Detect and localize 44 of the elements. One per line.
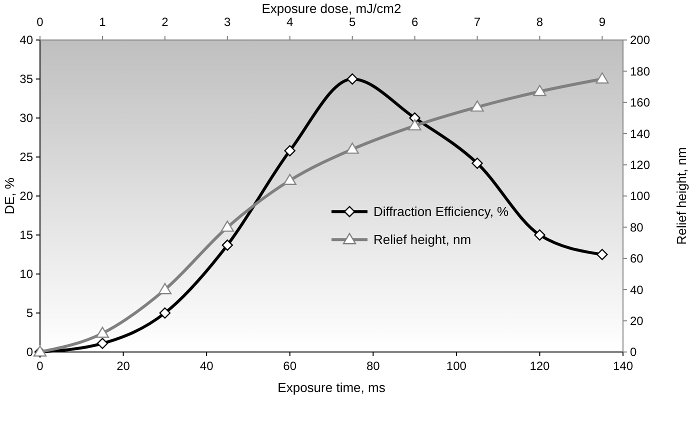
y2-tick-label: 0 [630, 345, 637, 360]
x2-axis-title: Exposure dose, mJ/cm2 [262, 1, 402, 16]
x-tick-label: 120 [530, 359, 550, 373]
x-tick-label: 80 [366, 359, 380, 373]
x2-tick-label: 7 [474, 15, 481, 29]
y2-tick-label: 160 [630, 96, 650, 110]
x-tick-label: 140 [612, 359, 634, 373]
x2-tick-label: 3 [224, 15, 232, 29]
x-tick-label: 0 [36, 359, 44, 373]
y-tick-label: 5 [26, 306, 34, 320]
y2-tick-label: 180 [630, 64, 650, 78]
y-tick-label: 25 [20, 150, 34, 164]
y-tick-label: 20 [20, 189, 34, 204]
y-tick-label: 0 [26, 345, 34, 360]
y2-tick-label: 60 [630, 252, 644, 266]
x2-tick-label: 2 [162, 15, 169, 29]
x2-tick-label: 0 [36, 15, 44, 29]
x2-tick-label: 5 [348, 15, 356, 29]
x2-tick-label: 8 [536, 15, 544, 29]
y-tick-label: 40 [20, 33, 34, 48]
legend-label: Relief height, nm [374, 232, 472, 248]
y2-tick-label: 100 [630, 189, 650, 204]
y2-tick-label: 140 [630, 126, 650, 141]
y2-tick-label: 20 [630, 314, 644, 328]
x2-tick-label: 4 [286, 15, 294, 29]
x-tick-label: 20 [116, 359, 130, 373]
y2-tick-label: 200 [630, 33, 650, 48]
y-axis-title: DE, % [2, 177, 17, 214]
x2-tick-label: 6 [411, 15, 418, 29]
y2-axis-title: Relief height, nm [674, 147, 689, 245]
y2-tick-label: 120 [630, 158, 650, 172]
y-tick-label: 30 [20, 111, 34, 126]
x2-tick-label: 1 [99, 15, 106, 29]
y-tick-label: 35 [20, 72, 34, 86]
x-tick-label: 60 [283, 359, 297, 373]
x-tick-label: 40 [200, 359, 214, 373]
x-axis-title: Exposure time, ms [278, 380, 386, 395]
y-tick-label: 10 [20, 267, 34, 282]
x-tick-label: 100 [446, 359, 467, 373]
y2-tick-label: 40 [630, 282, 644, 297]
legend-label: Diffraction Efficiency, % [374, 204, 510, 220]
y2-tick-label: 80 [630, 220, 644, 234]
x2-tick-label: 9 [598, 15, 606, 29]
y-tick-label: 15 [20, 228, 34, 242]
